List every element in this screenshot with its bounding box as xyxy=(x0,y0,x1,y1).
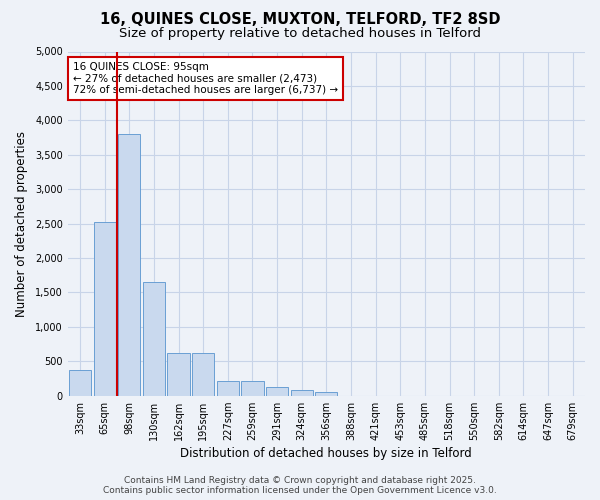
Bar xyxy=(69,370,91,396)
Bar xyxy=(266,388,288,396)
Bar xyxy=(167,353,190,396)
Bar xyxy=(290,390,313,396)
Bar xyxy=(94,222,116,396)
X-axis label: Distribution of detached houses by size in Telford: Distribution of detached houses by size … xyxy=(181,447,472,460)
Text: 16 QUINES CLOSE: 95sqm
← 27% of detached houses are smaller (2,473)
72% of semi-: 16 QUINES CLOSE: 95sqm ← 27% of detached… xyxy=(73,62,338,95)
Bar xyxy=(192,353,214,396)
Bar xyxy=(143,282,165,396)
Bar xyxy=(118,134,140,396)
Text: Contains HM Land Registry data © Crown copyright and database right 2025.
Contai: Contains HM Land Registry data © Crown c… xyxy=(103,476,497,495)
Bar xyxy=(241,380,263,396)
Text: Size of property relative to detached houses in Telford: Size of property relative to detached ho… xyxy=(119,28,481,40)
Y-axis label: Number of detached properties: Number of detached properties xyxy=(15,130,28,316)
Bar xyxy=(217,380,239,396)
Bar xyxy=(315,392,337,396)
Text: 16, QUINES CLOSE, MUXTON, TELFORD, TF2 8SD: 16, QUINES CLOSE, MUXTON, TELFORD, TF2 8… xyxy=(100,12,500,28)
